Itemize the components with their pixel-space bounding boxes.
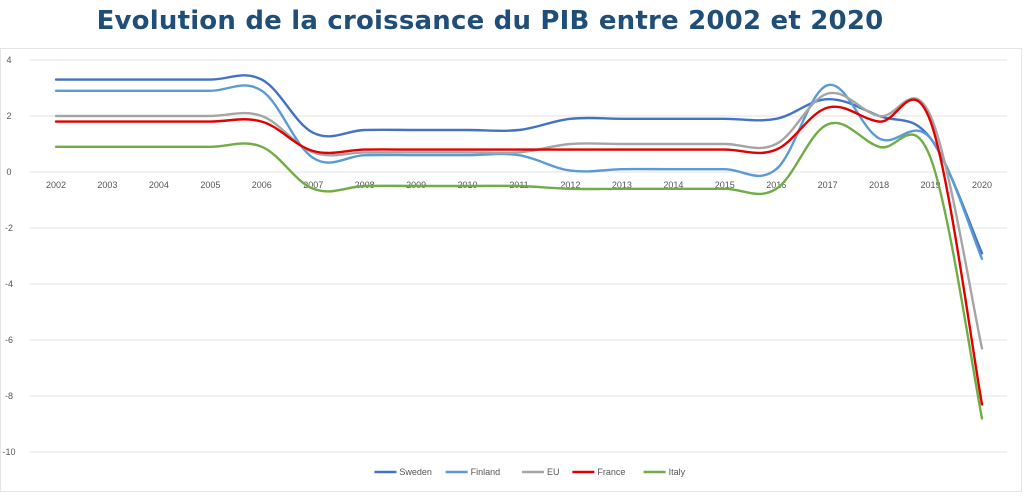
x-tick-label: 2004: [149, 180, 169, 190]
x-tick-label: 2019: [921, 180, 941, 190]
y-tick-label: -6: [5, 335, 13, 345]
y-tick-label: 2: [6, 111, 11, 121]
x-tick-label: 2020: [972, 180, 992, 190]
series-line-sweden: [54, 74, 984, 255]
y-tick-label: 4: [6, 55, 11, 65]
chart-title: Evolution de la croissance du PIB entre …: [96, 6, 884, 36]
series-line-finland: [54, 83, 984, 260]
legend-label: France: [597, 467, 625, 477]
chart-frame: [0, 48, 1022, 492]
series-line-france: [54, 98, 984, 406]
legend-label: EU: [547, 467, 560, 477]
x-tick-label: 2006: [252, 180, 272, 190]
legend-label: Finland: [471, 467, 501, 477]
x-tick-label: 2003: [97, 180, 117, 190]
x-tick-label: 2015: [715, 180, 735, 190]
y-tick-label: -2: [5, 223, 13, 233]
x-tick-label: 2002: [46, 180, 66, 190]
series-line-italy: [54, 121, 984, 420]
x-tick-label: 2017: [818, 180, 838, 190]
x-tick-label: 2016: [766, 180, 786, 190]
x-tick-label: 2012: [560, 180, 580, 190]
x-tick-label: 2013: [612, 180, 632, 190]
y-tick-label: 0: [6, 167, 11, 177]
x-tick-label: 2005: [200, 180, 220, 190]
series-line-eu: [54, 91, 984, 350]
y-tick-label: -10: [2, 447, 15, 457]
x-tick-label: 2018: [869, 180, 889, 190]
legend-label: Italy: [669, 467, 686, 477]
x-tick-label: 2007: [303, 180, 323, 190]
y-tick-label: -8: [5, 391, 13, 401]
y-tick-label: -4: [5, 279, 13, 289]
x-tick-label: 2014: [663, 180, 683, 190]
legend-label: Sweden: [399, 467, 432, 477]
